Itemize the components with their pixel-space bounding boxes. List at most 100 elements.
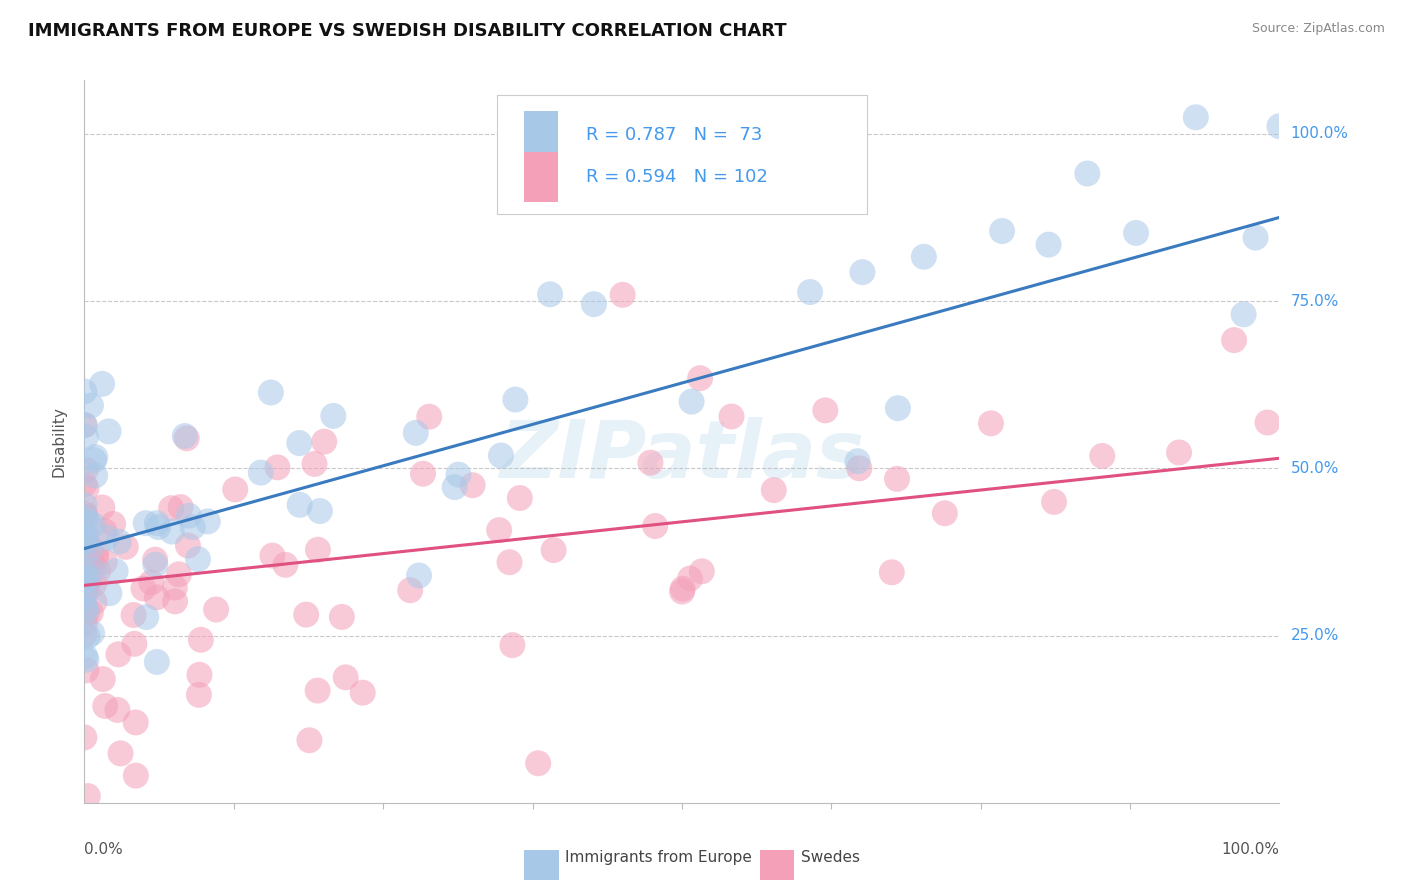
Point <box>75 649 97 664</box>
Point <box>405 425 427 440</box>
Point <box>260 385 283 400</box>
Point <box>124 637 146 651</box>
Point <box>799 285 821 299</box>
Point <box>80 553 103 567</box>
Point <box>97 425 120 439</box>
Point <box>447 467 470 482</box>
Point <box>498 555 520 569</box>
Point <box>83 453 105 467</box>
Point <box>1233 307 1256 321</box>
Point <box>352 686 374 700</box>
Point <box>107 648 129 662</box>
Point <box>527 756 550 771</box>
Point <box>73 591 96 605</box>
Point <box>644 519 666 533</box>
Text: R = 0.594   N = 102: R = 0.594 N = 102 <box>586 169 768 186</box>
Text: IMMIGRANTS FROM EUROPE VS SWEDISH DISABILITY CORRELATION CHART: IMMIGRANTS FROM EUROPE VS SWEDISH DISABI… <box>28 22 787 40</box>
Point <box>274 558 297 572</box>
FancyBboxPatch shape <box>524 850 558 880</box>
Point <box>84 551 107 566</box>
Point <box>640 456 662 470</box>
Point <box>163 581 186 595</box>
Point <box>1257 416 1279 430</box>
Point <box>143 552 166 566</box>
Point <box>75 664 97 678</box>
Text: Source: ZipAtlas.com: Source: ZipAtlas.com <box>1251 22 1385 36</box>
Point <box>177 508 200 523</box>
Point <box>122 607 145 622</box>
Point <box>83 595 105 609</box>
Point <box>148 520 170 534</box>
Point <box>84 468 107 483</box>
Point <box>80 399 103 413</box>
Point <box>73 384 96 399</box>
Point <box>73 599 96 614</box>
Point <box>84 450 107 464</box>
Y-axis label: Disability: Disability <box>51 406 66 477</box>
Point <box>73 564 96 578</box>
Point <box>505 392 527 407</box>
Point <box>181 520 204 534</box>
Point <box>104 564 127 578</box>
Point <box>73 418 96 433</box>
Point <box>73 418 96 433</box>
Point <box>851 265 873 279</box>
Point <box>1268 119 1291 133</box>
Point <box>73 477 96 491</box>
Point <box>75 582 97 597</box>
Point <box>814 403 837 417</box>
Point <box>762 483 785 497</box>
Point <box>125 715 148 730</box>
Point <box>73 731 96 745</box>
Point <box>73 506 96 520</box>
Point <box>91 376 114 391</box>
Point <box>141 575 163 590</box>
Point <box>76 481 98 495</box>
Point <box>82 517 104 532</box>
Text: Immigrants from Europe: Immigrants from Europe <box>565 850 752 865</box>
Point <box>309 504 332 518</box>
Point <box>96 531 118 545</box>
Point <box>82 563 104 577</box>
FancyBboxPatch shape <box>759 850 794 880</box>
Point <box>412 467 434 481</box>
Point <box>304 457 326 471</box>
Point <box>399 583 422 598</box>
Point <box>110 747 132 761</box>
Point <box>165 594 187 608</box>
Text: 25.0%: 25.0% <box>1291 628 1339 643</box>
Text: 50.0%: 50.0% <box>1291 461 1339 475</box>
Point <box>681 394 703 409</box>
Point <box>145 558 167 572</box>
Text: Swedes: Swedes <box>801 850 860 865</box>
Point <box>73 533 96 547</box>
Point <box>266 460 288 475</box>
Point <box>461 478 484 492</box>
Point <box>146 655 169 669</box>
Point <box>679 572 702 586</box>
Point <box>249 466 271 480</box>
Text: R = 0.787   N =  73: R = 0.787 N = 73 <box>586 127 762 145</box>
FancyBboxPatch shape <box>496 95 868 214</box>
Point <box>187 552 209 566</box>
Point <box>73 508 96 522</box>
Point <box>73 572 96 586</box>
Point <box>190 632 212 647</box>
Point <box>73 498 96 512</box>
Point <box>689 371 711 385</box>
Point <box>288 436 311 450</box>
Point <box>108 534 131 549</box>
Point <box>73 627 96 641</box>
Point <box>75 463 97 477</box>
Point <box>75 512 97 526</box>
Point <box>187 688 209 702</box>
Point <box>1185 110 1208 124</box>
Point <box>612 288 634 302</box>
Point <box>488 523 510 537</box>
Point <box>720 409 742 424</box>
Point <box>87 564 110 578</box>
Point <box>91 672 114 686</box>
Point <box>75 587 97 601</box>
Point <box>169 500 191 514</box>
Point <box>1125 226 1147 240</box>
